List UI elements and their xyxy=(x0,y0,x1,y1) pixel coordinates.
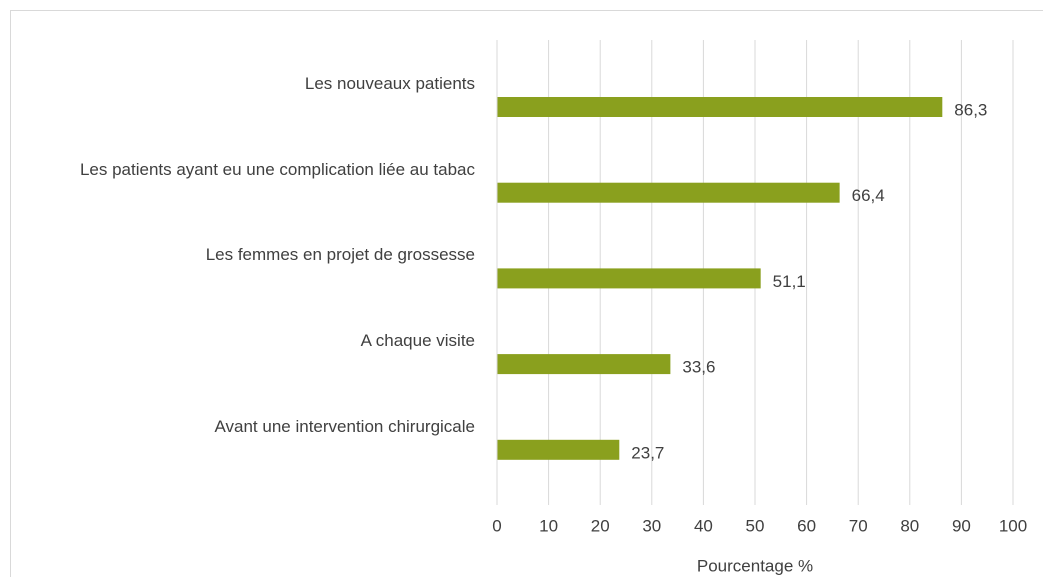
chart-border xyxy=(10,10,1043,577)
x-tick-label: 20 xyxy=(591,516,610,535)
x-tick-label: 70 xyxy=(849,516,868,535)
x-tick-label: 60 xyxy=(797,516,816,535)
x-tick-label: 30 xyxy=(642,516,661,535)
x-tick-label: 90 xyxy=(952,516,971,535)
x-tick-label: 40 xyxy=(694,516,713,535)
bar xyxy=(497,182,840,203)
x-tick-label: 100 xyxy=(999,516,1027,535)
category-label: Les nouveaux patients xyxy=(304,74,475,93)
category-label: Les femmes en projet de grossesse xyxy=(205,245,475,265)
x-tick-label: 10 xyxy=(539,516,558,535)
value-label: 86,3 xyxy=(954,100,987,119)
x-tick-label: 0 xyxy=(492,516,501,535)
category-label: Les patients ayant eu une complication l… xyxy=(79,159,475,179)
bar xyxy=(497,354,671,375)
category-label: Avant une intervention chirurgicale xyxy=(214,416,475,436)
bar xyxy=(497,268,761,289)
x-axis-title: Pourcentage % xyxy=(697,556,813,575)
x-tick-label: 50 xyxy=(746,516,765,535)
x-tick-label: 80 xyxy=(900,516,919,535)
value-label: 51,1 xyxy=(773,272,806,291)
value-label: 66,4 xyxy=(852,186,885,205)
bar xyxy=(497,439,620,460)
bar xyxy=(497,97,943,117)
value-label: 33,6 xyxy=(682,358,715,377)
value-label: 23,7 xyxy=(631,443,664,462)
category-label: A chaque visite xyxy=(360,331,475,351)
